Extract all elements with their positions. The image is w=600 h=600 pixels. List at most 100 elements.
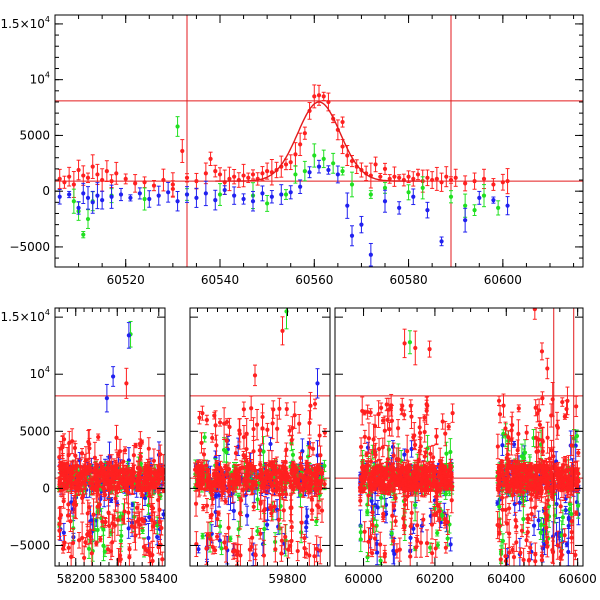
y-tick-label-exp: 4 xyxy=(45,308,50,317)
data-point xyxy=(194,195,199,200)
data-point xyxy=(250,199,256,204)
data-point xyxy=(298,493,303,498)
data-point xyxy=(61,530,66,535)
data-point xyxy=(307,170,312,175)
data-point xyxy=(246,175,251,180)
data-point xyxy=(307,420,312,425)
data-point xyxy=(160,557,165,562)
outlier-point xyxy=(124,381,129,386)
y-tick-label: 1.5×104 xyxy=(0,15,50,31)
data-point xyxy=(149,517,154,523)
data-point xyxy=(298,473,303,478)
data-point xyxy=(126,526,131,531)
data-point xyxy=(368,252,373,257)
data-point xyxy=(299,520,304,525)
data-point xyxy=(66,545,71,550)
data-point xyxy=(118,557,123,562)
x-tick-label: 58300 xyxy=(98,572,136,586)
data-point xyxy=(215,534,220,539)
data-point xyxy=(155,523,160,528)
data-point xyxy=(81,191,86,196)
data-point xyxy=(260,191,265,196)
y-tick-label-base: 10 xyxy=(30,73,45,87)
data-point xyxy=(124,488,129,494)
data-point xyxy=(149,470,155,475)
data-point xyxy=(496,205,501,211)
data-point xyxy=(133,181,138,186)
data-point xyxy=(116,452,121,457)
data-point xyxy=(134,505,140,511)
data-point xyxy=(137,191,142,196)
data-point xyxy=(73,486,78,491)
data-point xyxy=(288,160,293,165)
data-point xyxy=(270,421,275,426)
data-point xyxy=(340,169,345,174)
data-point xyxy=(74,479,79,484)
data-point xyxy=(382,166,388,171)
data-point xyxy=(307,445,312,450)
data-point xyxy=(62,540,67,545)
data-point xyxy=(175,199,180,204)
data-point xyxy=(283,162,289,167)
data-point xyxy=(83,540,88,545)
data-point xyxy=(170,186,175,192)
data-point xyxy=(118,468,123,474)
data-point xyxy=(406,174,411,179)
data-point xyxy=(331,161,336,166)
data-point xyxy=(241,435,247,440)
data-point xyxy=(57,455,62,460)
y-tick-label-exp: 4 xyxy=(45,365,50,374)
data-point xyxy=(87,530,93,535)
data-point xyxy=(203,171,208,176)
data-point xyxy=(316,164,322,169)
data-point xyxy=(70,540,76,546)
data-point xyxy=(141,479,147,484)
data-point xyxy=(102,549,107,554)
data-point xyxy=(158,452,163,457)
data-point xyxy=(153,472,158,477)
data-point xyxy=(151,183,157,188)
data-point xyxy=(200,533,205,539)
data-point xyxy=(491,182,496,187)
data-point xyxy=(132,525,137,530)
data-point xyxy=(156,488,162,493)
y-tick-label-base: 10 xyxy=(30,367,45,381)
data-point xyxy=(115,517,121,523)
y-tick-label: 1.5×104 xyxy=(0,308,50,324)
data-point xyxy=(66,502,71,507)
data-point xyxy=(241,487,246,492)
data-point xyxy=(122,482,127,487)
data-point xyxy=(96,434,101,440)
data-point xyxy=(210,496,215,502)
data-point xyxy=(232,174,237,179)
data-point xyxy=(124,466,129,472)
x-tick-label: 60520 xyxy=(107,273,145,287)
data-point xyxy=(133,443,138,448)
y-tick-label: −5000 xyxy=(9,240,50,254)
data-point xyxy=(491,197,496,203)
data-point xyxy=(67,174,72,179)
data-point xyxy=(92,455,97,460)
data-point xyxy=(93,473,98,478)
data-point xyxy=(304,519,309,525)
data-point xyxy=(147,196,152,202)
y-tick-label-exp: 4 xyxy=(45,15,50,24)
data-point xyxy=(61,499,66,504)
data-point xyxy=(71,199,76,204)
outlier-point xyxy=(111,374,116,379)
data-point xyxy=(193,501,199,506)
data-point xyxy=(131,453,136,458)
data-point xyxy=(223,464,228,469)
y-tick-label: 5000 xyxy=(19,424,50,438)
data-point xyxy=(212,548,218,553)
x-tick-label: 60600 xyxy=(484,273,522,287)
data-point xyxy=(85,175,91,180)
data-point xyxy=(269,194,274,199)
data-point xyxy=(397,175,402,180)
data-point xyxy=(232,193,237,198)
data-point xyxy=(65,461,70,466)
data-point xyxy=(80,535,85,541)
data-point xyxy=(257,448,262,453)
data-point xyxy=(439,239,444,244)
